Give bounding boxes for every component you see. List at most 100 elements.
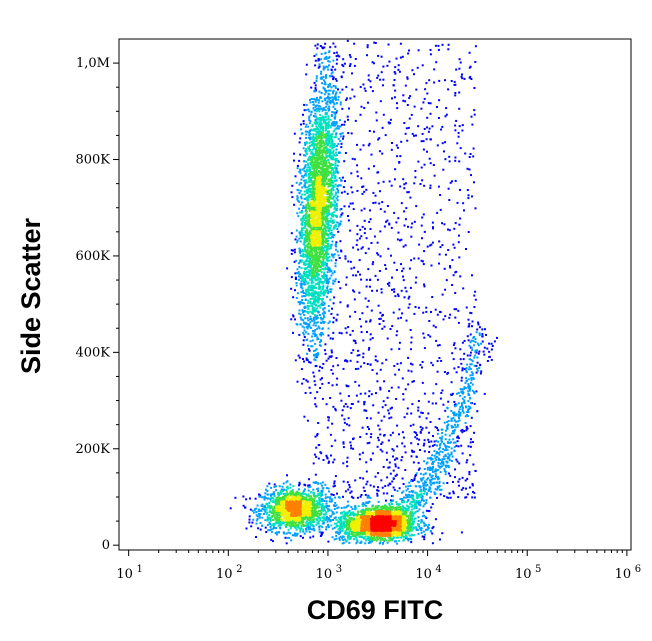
event-dot	[311, 271, 313, 273]
event-dot	[402, 505, 404, 508]
event-dot	[333, 517, 336, 520]
event-dot	[463, 387, 466, 390]
event-dot	[324, 277, 327, 280]
event-dot	[418, 415, 421, 418]
event-dot	[390, 500, 393, 503]
event-dot	[331, 272, 334, 275]
event-dot	[388, 281, 391, 284]
event-dot	[436, 444, 438, 447]
event-dot	[348, 533, 351, 536]
event-dot	[322, 487, 325, 490]
event-dot	[316, 272, 319, 275]
event-dot	[325, 253, 328, 256]
event-dot	[363, 107, 366, 109]
event-dot	[448, 155, 451, 158]
event-dot	[325, 500, 328, 503]
event-dot	[388, 390, 391, 393]
event-dot	[452, 490, 455, 493]
event-dot	[319, 510, 321, 512]
event-dot	[326, 233, 329, 236]
event-dot	[346, 511, 349, 514]
event-dot	[374, 194, 377, 197]
event-dot	[363, 232, 366, 235]
event-dot	[420, 107, 423, 110]
event-dot	[313, 98, 316, 101]
event-dot	[340, 526, 343, 529]
event-dot	[447, 457, 450, 460]
event-dot	[292, 296, 295, 299]
event-dot	[304, 164, 307, 167]
event-dot	[476, 342, 479, 345]
event-dot	[415, 501, 418, 504]
event-dot	[305, 498, 308, 501]
event-dot	[369, 484, 372, 487]
event-dot	[302, 255, 305, 258]
event-dot	[455, 308, 458, 311]
event-dot	[308, 323, 311, 326]
event-dot	[373, 165, 375, 168]
event-dot	[335, 91, 338, 94]
event-dot	[390, 416, 393, 419]
event-dot	[342, 137, 344, 140]
event-dot	[316, 354, 319, 357]
event-dot	[401, 498, 403, 501]
event-dot	[349, 514, 352, 517]
event-dot	[385, 539, 388, 542]
event-dot	[301, 259, 304, 262]
event-dot	[342, 65, 345, 68]
event-dot	[267, 529, 270, 532]
event-dot	[351, 72, 353, 75]
event-dot	[423, 460, 426, 463]
event-dot	[327, 209, 330, 212]
event-dot	[350, 186, 353, 189]
event-dot	[328, 320, 331, 323]
event-dot	[452, 417, 455, 420]
event-dot	[333, 508, 336, 510]
event-dot	[356, 143, 358, 146]
event-dot	[308, 181, 311, 184]
event-dot	[321, 288, 324, 291]
event-dot	[319, 122, 322, 125]
event-dot	[392, 311, 395, 314]
event-dot	[316, 266, 319, 269]
event-dot	[447, 43, 450, 46]
event-dot	[474, 45, 477, 48]
event-dot	[361, 186, 364, 188]
event-dot	[315, 315, 317, 318]
event-dot	[360, 209, 363, 212]
event-dot	[302, 176, 305, 179]
event-dot	[404, 286, 407, 289]
event-dot	[312, 324, 315, 327]
event-dot	[328, 355, 331, 358]
event-dot	[387, 121, 390, 124]
event-dot	[444, 79, 446, 82]
event-dot	[400, 316, 402, 319]
event-dot	[329, 148, 332, 151]
event-dot	[297, 301, 300, 304]
event-dot	[308, 266, 311, 269]
event-dot	[471, 274, 473, 277]
event-dot	[306, 191, 309, 194]
event-dot	[402, 178, 405, 181]
event-dot	[446, 496, 448, 499]
event-dot	[339, 101, 342, 104]
event-dot	[407, 126, 410, 129]
event-dot	[303, 179, 306, 182]
event-dot	[362, 502, 365, 504]
event-dot	[306, 352, 308, 355]
event-dot	[443, 468, 446, 471]
event-dot	[363, 503, 366, 506]
event-dot	[335, 62, 338, 65]
event-dot	[322, 317, 325, 320]
event-dot	[391, 480, 394, 483]
event-dot	[383, 325, 386, 328]
event-dot	[330, 349, 333, 352]
event-dot	[334, 85, 337, 88]
event-dot	[433, 68, 436, 71]
event-dot	[299, 233, 302, 236]
event-dot	[305, 259, 308, 261]
event-dot	[447, 420, 450, 422]
event-dot	[286, 480, 289, 483]
event-dot	[416, 510, 419, 513]
event-dot	[314, 356, 317, 359]
